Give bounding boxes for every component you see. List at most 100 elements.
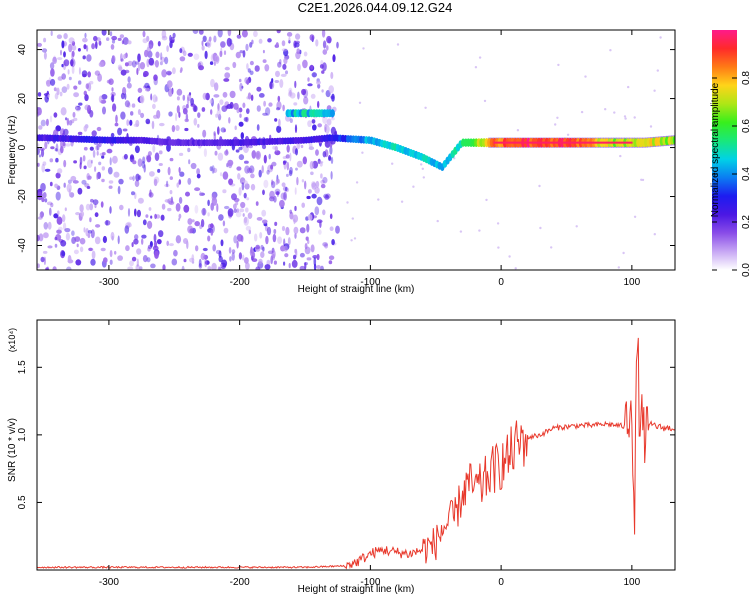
noise-dot (295, 167, 298, 171)
spectrogram-frame (36, 29, 676, 271)
noise-dot (169, 157, 174, 162)
noise-dot (87, 175, 92, 180)
ridge-core-cell (619, 141, 623, 144)
noise-dot (43, 51, 47, 60)
noise-dot (203, 148, 207, 158)
noise-dot (271, 179, 274, 185)
noise-dot (162, 264, 166, 270)
noise-dot (49, 158, 54, 163)
noise-dot (262, 189, 265, 196)
noise-dot (223, 128, 226, 133)
noise-dot (41, 163, 45, 173)
noise-dot (227, 159, 234, 167)
noise-dot (129, 119, 133, 126)
noise-dot (251, 39, 254, 45)
noise-dot (255, 150, 261, 160)
noise-dot (181, 265, 185, 270)
noise-dot (227, 208, 234, 217)
noise-dot (276, 191, 279, 197)
noise-dot (539, 226, 542, 230)
noise-dot (289, 209, 293, 214)
noise-dot (245, 225, 252, 231)
noise-dot (233, 102, 239, 110)
ridge-core-cell (616, 141, 620, 144)
noise-dot (96, 150, 99, 156)
noise-dot (207, 212, 210, 217)
noise-dot (220, 239, 224, 247)
noise-dot (101, 178, 105, 183)
noise-dot (235, 211, 242, 218)
noise-dot (314, 206, 320, 216)
noise-dot (159, 61, 163, 66)
noise-dot (76, 243, 79, 248)
ridge-core-cell (572, 141, 576, 144)
noise-dot (122, 37, 129, 45)
noise-dot (160, 52, 163, 61)
ridge-core-cell (582, 141, 586, 144)
ridge-core-cell (579, 141, 583, 144)
noise-dot (152, 145, 156, 153)
noise-dot (164, 56, 169, 65)
noise-dot (235, 149, 240, 153)
noise-dot (202, 92, 208, 100)
noise-dot (248, 229, 251, 235)
noise-dot (90, 159, 93, 164)
noise-dot (604, 108, 607, 111)
ridge-core-cell (551, 141, 555, 144)
noise-dot (142, 156, 146, 164)
noise-dot (88, 247, 93, 251)
noise-dot (61, 40, 65, 49)
noise-dot (220, 41, 226, 48)
noise-dot (71, 65, 75, 74)
noise-dot (193, 118, 198, 126)
noise-dot (85, 83, 90, 90)
noise-dot (108, 78, 114, 85)
snr-series-line (37, 337, 675, 570)
noise-dot (147, 44, 153, 49)
noise-dot (58, 226, 63, 231)
noise-dot (100, 201, 104, 208)
colorbar-tick-label: 0.0 (741, 263, 750, 277)
noise-dot (38, 125, 43, 130)
noise-dot (112, 155, 118, 164)
noise-dot (335, 225, 340, 234)
noise-dot (134, 234, 139, 240)
noise-dot (282, 63, 287, 70)
noise-dot (70, 175, 77, 182)
noise-dot (109, 259, 113, 265)
noise-dot (273, 260, 277, 265)
noise-dot (246, 108, 250, 114)
noise-dot (191, 219, 195, 223)
noise-dot (256, 217, 263, 221)
noise-dot (80, 211, 85, 217)
secondary-band (285, 109, 335, 118)
noise-dot (201, 207, 207, 216)
x-tick-label: 100 (624, 577, 641, 588)
noise-dot (179, 48, 183, 54)
noise-dot (259, 232, 263, 239)
x-tick-label: -100 (360, 277, 380, 288)
noise-dot (276, 30, 281, 34)
noise-dot (191, 254, 195, 262)
noise-dot (47, 245, 53, 249)
noise-dot (322, 40, 327, 49)
noise-dot (133, 238, 139, 245)
noise-dot (175, 112, 178, 122)
noise-dot (119, 204, 124, 211)
noise-dot (142, 38, 148, 44)
noise-dot (113, 171, 120, 178)
noise-dot (139, 61, 146, 70)
noise-dot (424, 106, 427, 110)
noise-dot (297, 63, 301, 72)
ridge-core-cell (530, 141, 534, 144)
noise-dot (154, 213, 158, 219)
noise-dot (62, 214, 66, 223)
colorbar: 0.0 0.2 0.4 0.6 0.8 Normalized spectral ampl… (710, 30, 750, 277)
noise-dot (326, 35, 332, 44)
noise-dot (134, 208, 137, 217)
noise-dot (271, 78, 274, 83)
snr-y-ticks: 0.5 1.0 1.5 (17, 360, 675, 509)
ridge-core-cell (522, 141, 526, 144)
noise-dot (140, 112, 145, 119)
